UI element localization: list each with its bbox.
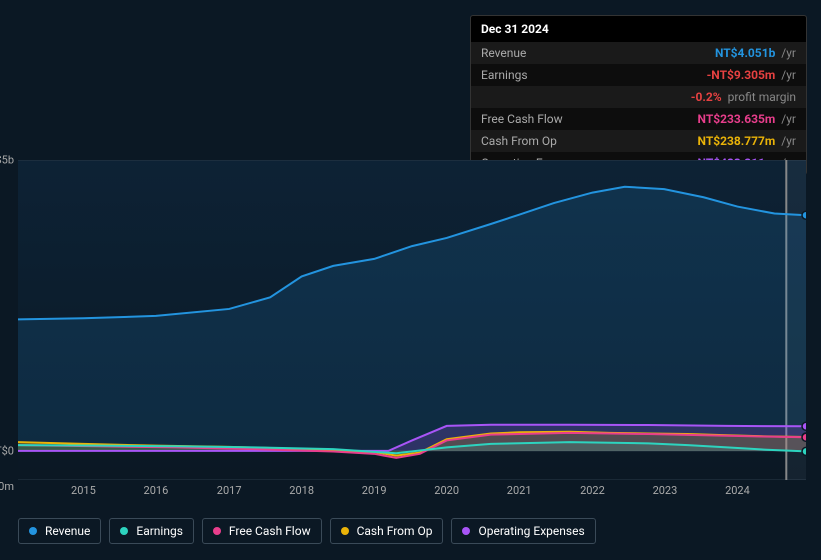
x-axis-label: 2015 [71, 484, 96, 497]
x-axis-label: 2019 [362, 484, 387, 497]
legend-label: Earnings [136, 524, 183, 538]
tooltip-row-value: NT$238.777m /yr [698, 134, 796, 148]
legend-item-earnings[interactable]: Earnings [109, 518, 194, 544]
x-axis-label: 2018 [289, 484, 314, 497]
x-axis-label: 2024 [725, 484, 750, 497]
x-axis-label: 2023 [653, 484, 678, 497]
tooltip-row-label: Cash From Op [481, 134, 557, 148]
chart-svg [18, 160, 806, 480]
legend-label: Cash From Op [357, 524, 433, 538]
legend-item-cash-from-op[interactable]: Cash From Op [330, 518, 444, 544]
y-axis-label: -NT$500m [0, 467, 14, 493]
legend-dot [120, 527, 128, 535]
tooltip-row-value: NT$4.051b /yr [715, 46, 796, 60]
legend-label: Operating Expenses [478, 524, 584, 538]
legend-label: Free Cash Flow [229, 524, 311, 538]
x-axis-label: 2016 [144, 484, 169, 497]
tooltip-row-value: -NT$9.305m /yr [707, 68, 796, 82]
x-axis-label: 2021 [507, 484, 532, 497]
x-axis-label: 2017 [217, 484, 242, 497]
tooltip-date: Dec 31 2024 [471, 16, 806, 42]
tooltip-rows: Revenue NT$4.051b /yr Earnings -NT$9.305m /… [471, 42, 806, 174]
tooltip-row-label: Earnings [481, 68, 528, 82]
tooltip-row-value: -0.2% profit margin [691, 90, 796, 104]
y-axis-label: NT$0 [0, 444, 14, 457]
chart-legend: Revenue Earnings Free Cash Flow Cash From O… [18, 518, 596, 544]
x-axis-labels: 2015 2016 2017 2018 2019 2020 2021 2022 2023 2024 [18, 484, 806, 500]
tooltip-row: Earnings -NT$9.305m /yr [471, 64, 806, 86]
legend-label: Revenue [45, 524, 90, 538]
data-tooltip: Dec 31 2024 Revenue NT$4.051b /yr Earnings… [470, 15, 807, 175]
legend-dot [213, 527, 221, 535]
legend-dot [462, 527, 470, 535]
tooltip-row: Free Cash Flow NT$233.635m /yr [471, 108, 806, 130]
x-axis-label: 2020 [434, 484, 459, 497]
tooltip-row: -0.2% profit margin [471, 86, 806, 108]
legend-item-revenue[interactable]: Revenue [18, 518, 101, 544]
tooltip-row-value: NT$233.635m /yr [698, 112, 796, 126]
x-axis-label: 2022 [580, 484, 605, 497]
legend-dot [29, 527, 37, 535]
tooltip-row: Cash From Op NT$238.777m /yr [471, 130, 806, 152]
legend-item-operating-expenses[interactable]: Operating Expenses [451, 518, 595, 544]
legend-item-free-cash-flow[interactable]: Free Cash Flow [202, 518, 322, 544]
y-axis-label: NT$5b [0, 154, 14, 167]
tooltip-row-label: Free Cash Flow [481, 112, 563, 126]
financials-chart[interactable]: NT$5bNT$0-NT$500m [18, 160, 806, 490]
legend-dot [341, 527, 349, 535]
tooltip-row: Revenue NT$4.051b /yr [471, 42, 806, 64]
tooltip-row-label: Revenue [481, 46, 526, 60]
